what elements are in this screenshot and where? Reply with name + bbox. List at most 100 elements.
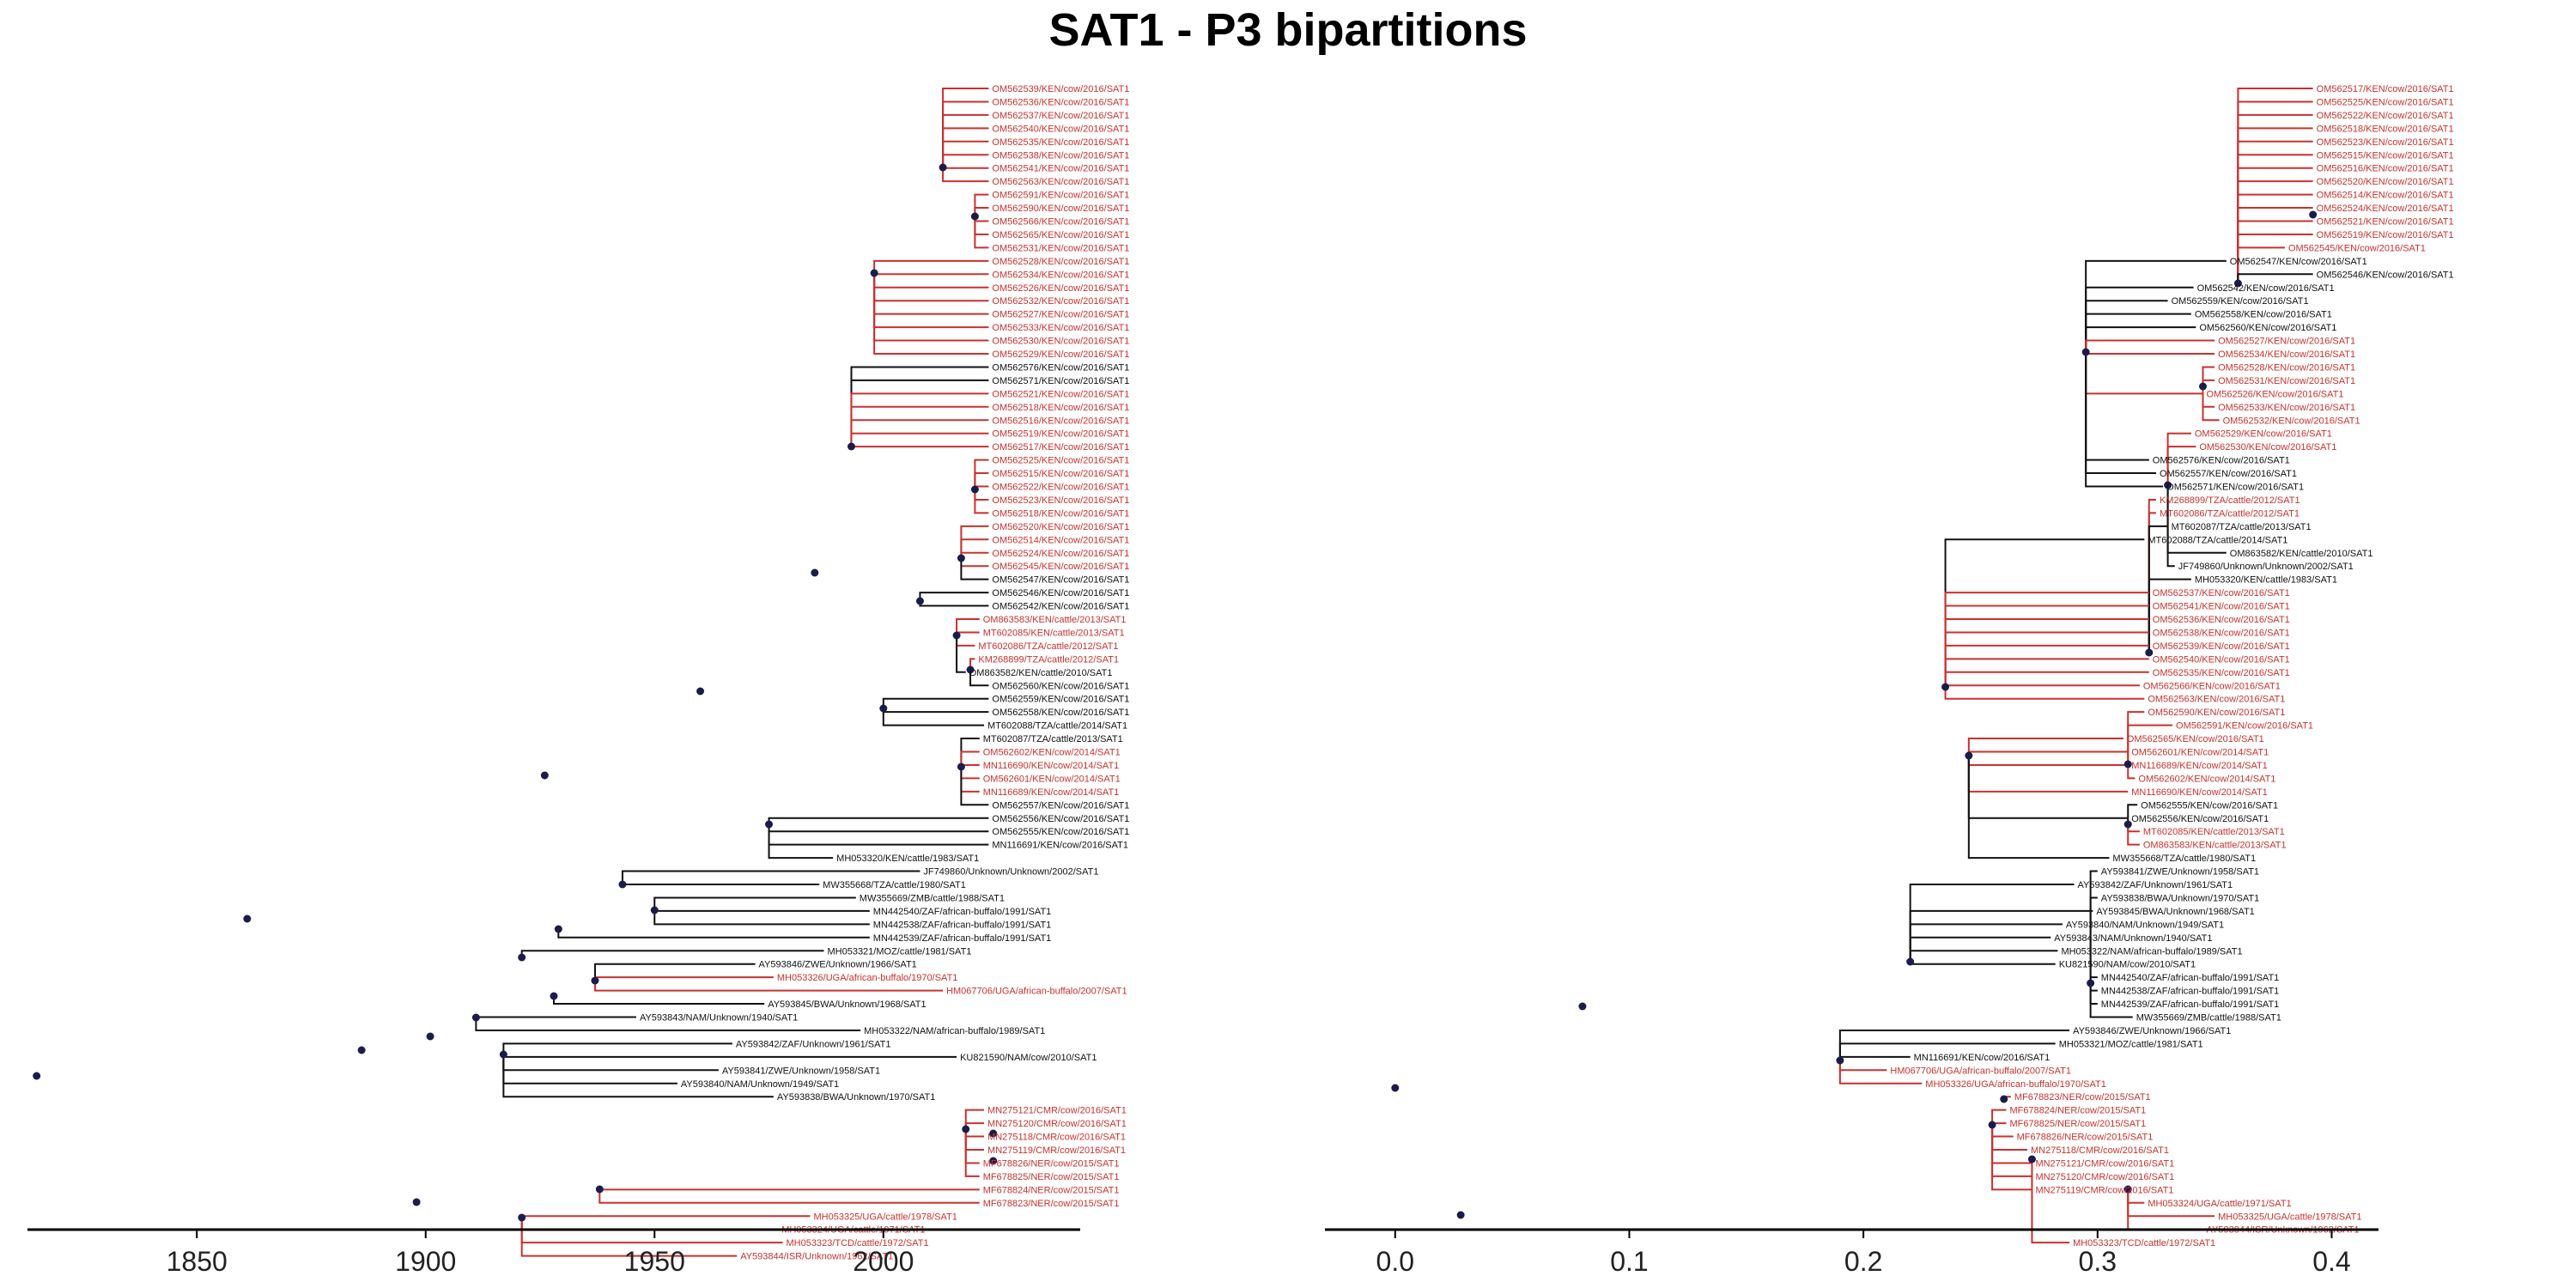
tip-label: OM562558/KEN/cow/2016/SAT1 xyxy=(992,708,1129,718)
branch xyxy=(768,824,989,833)
tip-label: MF678826/NER/cow/2015/SAT1 xyxy=(2017,1133,2154,1143)
node-marker xyxy=(518,953,526,962)
tip-label: OM562590/KEN/cow/2016/SAT1 xyxy=(992,204,1129,214)
node-marker xyxy=(1836,1056,1844,1065)
branch xyxy=(502,1054,677,1084)
tip-label: OM562528/KEN/cow/2016/SAT1 xyxy=(992,257,1129,267)
branch xyxy=(960,538,989,558)
tip-label: OM562556/KEN/cow/2016/SAT1 xyxy=(992,814,1129,824)
tip-label: OM562558/KEN/cow/2016/SAT1 xyxy=(2195,310,2332,320)
branch xyxy=(2237,88,2313,283)
branch xyxy=(1838,1060,1923,1084)
tip-label: OM562522/KEN/cow/2016/SAT1 xyxy=(992,483,1129,493)
branch xyxy=(1909,936,2051,962)
tip-label: OM562525/KEN/cow/2016/SAT1 xyxy=(2317,97,2454,107)
branch xyxy=(1944,684,2140,687)
tip-label: OM562559/KEN/cow/2016/SAT1 xyxy=(992,695,1129,705)
node-marker xyxy=(989,1157,998,1165)
axis-tick-label: 0.1 xyxy=(1610,1246,1648,1277)
tip-label: AY593845/BWA/Unknown/1968/SAT1 xyxy=(2096,907,2254,917)
tip-label: OM562547/KEN/cow/2016/SAT1 xyxy=(2230,257,2367,267)
tip-label: OM562532/KEN/cow/2016/SAT1 xyxy=(2223,416,2360,426)
node-marker xyxy=(499,1050,507,1059)
tip-label: OM562524/KEN/cow/2016/SAT1 xyxy=(2317,204,2454,214)
tip-label: OM562536/KEN/cow/2016/SAT1 xyxy=(992,97,1129,107)
branch xyxy=(1838,1060,1887,1072)
tip-label: OM562571/KEN/cow/2016/SAT1 xyxy=(992,376,1129,386)
tip-label: MH053322/NAM/african-buffalo/1989/SAT1 xyxy=(864,1026,1045,1036)
tip-label: MN442540/ZAF/african-buffalo/1991/SAT1 xyxy=(2101,973,2280,983)
tip-label: HM067706/UGA/african-buffalo/2007/SAT1 xyxy=(1890,1066,2071,1076)
axis-tick-label: 1850 xyxy=(167,1246,228,1277)
tip-label: MH053323/TCD/cattle/1972/SAT1 xyxy=(2073,1238,2215,1249)
tip-label: OM562545/KEN/cow/2016/SAT1 xyxy=(992,562,1129,572)
node-marker xyxy=(595,1185,604,1194)
tip-label: AY593843/NAM/Unknown/1940/SAT1 xyxy=(640,1013,798,1024)
tip-label: MN116690/KEN/cow/2014/SAT1 xyxy=(2131,787,2268,798)
node-marker xyxy=(1988,1121,1996,1129)
tip-label: OM562519/KEN/cow/2016/SAT1 xyxy=(992,429,1129,440)
branch xyxy=(882,697,989,708)
tip-label: OM562530/KEN/cow/2016/SAT1 xyxy=(992,337,1129,347)
branch xyxy=(873,273,989,289)
node-marker xyxy=(970,212,979,221)
branch xyxy=(1944,618,2149,687)
tip-label: MN116689/KEN/cow/2014/SAT1 xyxy=(983,787,1120,798)
axis-tick-label: 1950 xyxy=(624,1246,685,1277)
tip-label: MN275120/CMR/cow/2016/SAT1 xyxy=(2035,1172,2174,1182)
tip-label: MT602088/TZA/cattle/2014/SAT1 xyxy=(987,721,1127,732)
tip-label: MT602086/TZA/cattle/2012/SAT1 xyxy=(2160,508,2300,519)
tip-label: OM562542/KEN/cow/2016/SAT1 xyxy=(2197,283,2335,294)
branch xyxy=(956,618,980,635)
node-marker xyxy=(2123,820,2132,829)
tip-label: MH053321/MOZ/cattle/1981/SAT1 xyxy=(2059,1039,2203,1049)
node-marker xyxy=(879,704,888,713)
tip-label: OM863582/KEN/cattle/2010/SAT1 xyxy=(2230,549,2373,559)
tip-label: AY593842/ZAF/Unknown/1961/SAT1 xyxy=(736,1039,891,1049)
branch xyxy=(1838,1042,2056,1060)
x-axis-right: 0.0 0.1 0.2 0.3 0.4 xyxy=(1325,1228,2379,1277)
branch xyxy=(873,273,989,276)
node-marker xyxy=(939,163,947,172)
axis-tick-label: 0.2 xyxy=(1844,1246,1882,1277)
tip-label: OM562540/KEN/cow/2016/SAT1 xyxy=(2153,654,2290,665)
branch xyxy=(882,708,989,714)
branch xyxy=(942,154,989,167)
tip-label: AY593838/BWA/Unknown/1970/SAT1 xyxy=(777,1092,935,1103)
tip-label: OM562514/KEN/cow/2016/SAT1 xyxy=(2317,191,2454,201)
branch xyxy=(964,1129,985,1151)
tip-label: JF749860/Unknown/Unknown/2002/SAT1 xyxy=(2178,562,2354,572)
tip-label: OM562515/KEN/cow/2016/SAT1 xyxy=(2317,150,2454,161)
page-title: SAT1 - P3 bipartitions xyxy=(1048,4,1528,56)
tip-label: OM562563/KEN/cow/2016/SAT1 xyxy=(2148,695,2285,705)
tip-label: MN116691/KEN/cow/2016/SAT1 xyxy=(992,841,1128,851)
tip-label: MF678824/NER/cow/2015/SAT1 xyxy=(2009,1106,2146,1116)
tip-label: OM562522/KEN/cow/2016/SAT1 xyxy=(2317,111,2454,121)
branch xyxy=(873,273,989,355)
node-marker xyxy=(591,976,599,985)
node-marker xyxy=(2199,382,2207,391)
branch xyxy=(974,216,989,249)
tip-label: OM562555/KEN/cow/2016/SAT1 xyxy=(2141,800,2278,811)
tip-label: MT602085/KEN/cattle/2013/SAT1 xyxy=(983,628,1125,638)
tip-label: MH053321/MOZ/cattle/1981/SAT1 xyxy=(827,946,971,957)
tip-label: OM562520/KEN/cow/2016/SAT1 xyxy=(2317,177,2454,187)
tip-label: OM562602/KEN/cow/2014/SAT1 xyxy=(983,748,1121,758)
node-marker xyxy=(1456,1211,1465,1219)
tip-label: MN116690/KEN/cow/2014/SAT1 xyxy=(983,761,1120,771)
tip-label: OM562559/KEN/cow/2016/SAT1 xyxy=(2172,296,2309,307)
node-marker xyxy=(554,925,562,933)
tree-tips-right: OM562517/KEN/cow/2016/SAT1 OM562525/KEN/c… xyxy=(1890,84,2453,1249)
tip-label: OM562556/KEN/cow/2016/SAT1 xyxy=(2131,814,2269,824)
branch xyxy=(1944,687,2145,700)
node-marker xyxy=(33,1072,41,1080)
branch xyxy=(974,489,989,514)
branch xyxy=(960,750,980,767)
tip-label: OM562525/KEN/cow/2016/SAT1 xyxy=(992,456,1129,466)
tree-nodes-right xyxy=(1391,210,2318,1219)
tip-label: MN275120/CMR/cow/2016/SAT1 xyxy=(987,1119,1127,1129)
tip-label: KM268899/TZA/cattle/2012/SAT1 xyxy=(2160,495,2300,506)
tip-label: MF678823/NER/cow/2015/SAT1 xyxy=(983,1199,1120,1209)
branch xyxy=(956,635,966,673)
tree-nodes-left xyxy=(33,163,998,1222)
